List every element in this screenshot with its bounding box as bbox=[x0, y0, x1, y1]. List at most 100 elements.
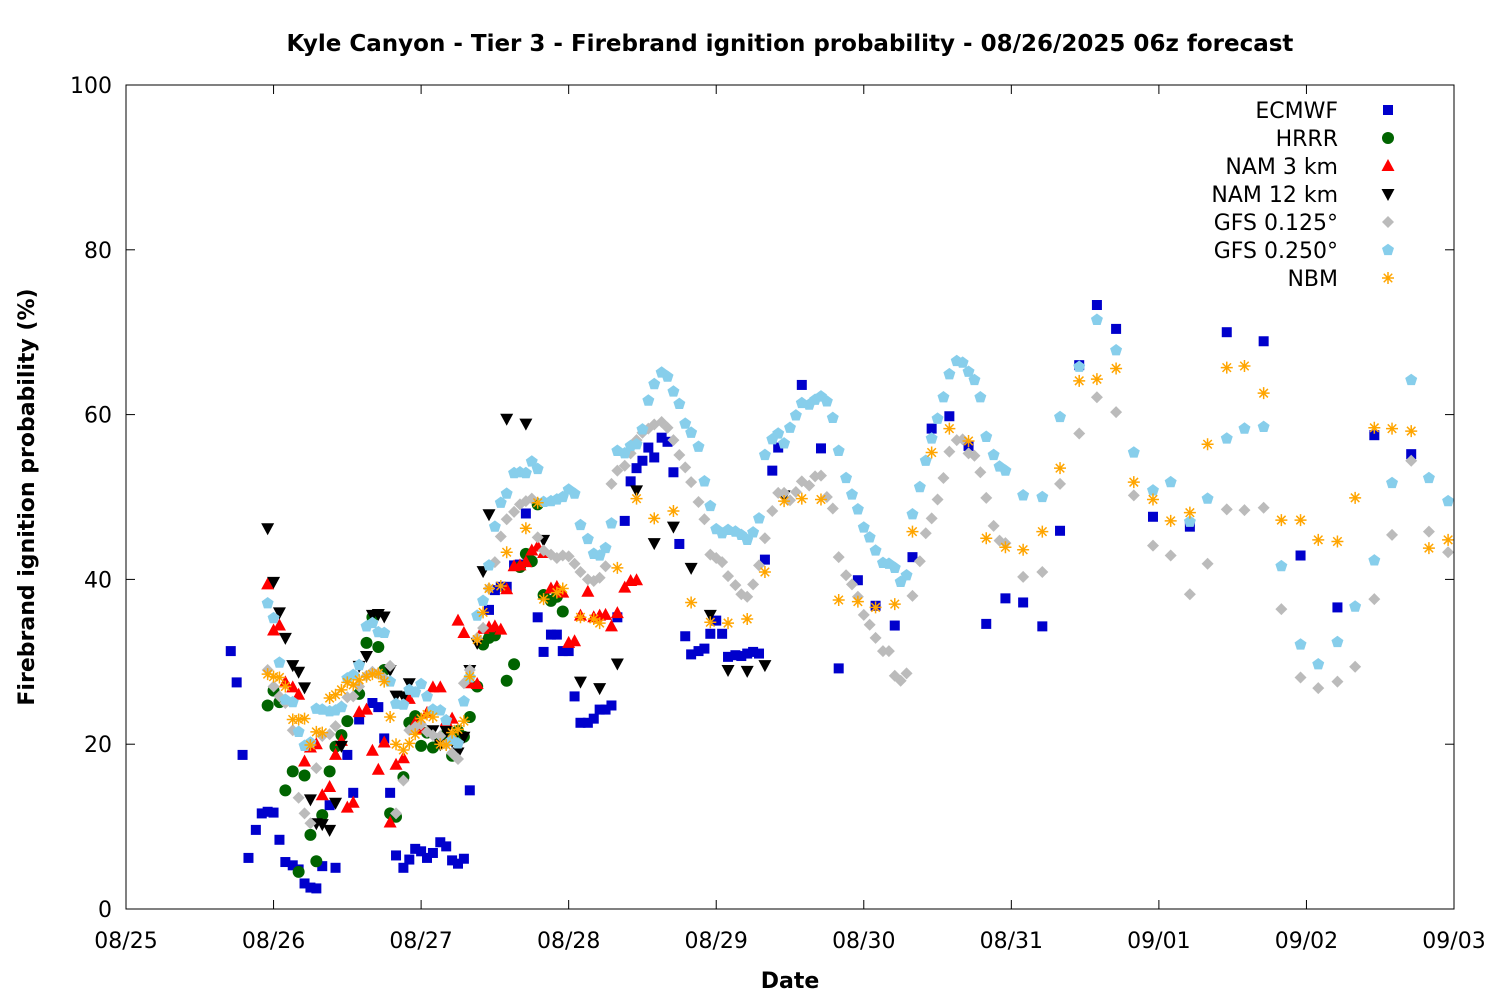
data-point-nbm bbox=[372, 667, 385, 680]
y-tick-label: 0 bbox=[98, 898, 112, 923]
data-point-gfs-0-125 bbox=[1422, 525, 1435, 538]
data-point-ecmwf bbox=[520, 508, 531, 519]
data-point-gfs-0-125 bbox=[397, 774, 410, 787]
data-point-nbm bbox=[556, 582, 569, 595]
data-point-hrrr bbox=[304, 828, 317, 841]
data-point-ecmwf bbox=[852, 575, 863, 586]
data-point-nbm bbox=[390, 738, 403, 751]
data-point-gfs-0-125 bbox=[390, 807, 403, 820]
data-point-gfs-0-250 bbox=[574, 518, 587, 531]
data-point-gfs-0-125 bbox=[832, 551, 845, 564]
data-point-nam-3-km bbox=[365, 743, 379, 756]
data-point-nam-3-km bbox=[630, 573, 644, 586]
data-point-ecmwf bbox=[563, 646, 574, 657]
data-point-nbm bbox=[434, 738, 447, 751]
data-point-gfs-0-125 bbox=[568, 557, 581, 570]
data-point-gfs-0-250 bbox=[869, 544, 882, 556]
data-point-nbm bbox=[1405, 425, 1418, 438]
data-point-nbm bbox=[999, 541, 1012, 554]
data-point-nam-3-km bbox=[371, 762, 385, 775]
data-point-nbm bbox=[1312, 533, 1325, 546]
data-point-nam-3-km bbox=[315, 788, 329, 801]
data-point-nbm bbox=[1220, 361, 1233, 374]
data-point-gfs-0-250 bbox=[832, 444, 845, 456]
data-point-nbm bbox=[943, 422, 956, 435]
data-point-nam-12-km bbox=[315, 819, 329, 832]
x-tick-label: 09/03 bbox=[1422, 929, 1485, 954]
data-point-nam-12-km bbox=[666, 521, 680, 534]
data-point-nam-12-km bbox=[647, 538, 661, 551]
data-point-gfs-0-250 bbox=[605, 517, 618, 529]
data-point-ecmwf bbox=[1091, 300, 1102, 311]
data-point-nbm bbox=[1275, 514, 1288, 527]
data-point-nbm bbox=[1164, 514, 1177, 527]
x-tick-label: 08/31 bbox=[980, 929, 1043, 954]
data-point-nam-3-km bbox=[500, 582, 514, 595]
data-point-gfs-0-125 bbox=[857, 608, 870, 621]
data-point-gfs-0-250 bbox=[851, 503, 864, 515]
data-point-gfs-0-250 bbox=[581, 532, 594, 545]
data-point-gfs-0-250 bbox=[1164, 475, 1177, 488]
data-point-nbm bbox=[471, 633, 484, 646]
data-point-ecmwf bbox=[1332, 602, 1343, 613]
axes: 08/25 08/26 08/27 08/28 08/29 08/30 08/31 09/01… bbox=[70, 74, 1486, 954]
data-point-gfs-0-250 bbox=[685, 426, 698, 438]
data-point-gfs-0-125 bbox=[310, 762, 323, 775]
data-point-nam-12-km bbox=[630, 485, 644, 498]
x-tick-label: 08/29 bbox=[685, 929, 748, 954]
data-point-nbm bbox=[1386, 422, 1399, 435]
data-point-nam-3-km bbox=[433, 680, 447, 693]
data-point-gfs-0-250 bbox=[648, 377, 661, 390]
data-point-nam-12-km bbox=[573, 676, 587, 689]
data-point-gfs-0-125 bbox=[434, 729, 447, 742]
data-point-gfs-0-125 bbox=[1036, 565, 1049, 578]
data-point-ecmwf bbox=[342, 749, 353, 760]
data-point-gfs-0-250 bbox=[1238, 422, 1251, 434]
data-point-nbm bbox=[360, 670, 373, 683]
data-point-gfs-0-125 bbox=[913, 555, 926, 568]
data-point-ecmwf bbox=[256, 808, 267, 819]
data-point-ecmwf bbox=[717, 628, 728, 639]
data-point-gfs-0-125 bbox=[1127, 489, 1140, 502]
legend-marker-gfs-0-250 bbox=[1382, 243, 1394, 256]
data-point-gfs-0-125 bbox=[1405, 454, 1418, 467]
data-point-ecmwf bbox=[723, 651, 734, 662]
legend-label-nbm: NBM bbox=[1287, 267, 1338, 292]
legend-label-nam-12-km: NAM 12 km bbox=[1211, 183, 1338, 208]
data-point-gfs-0-125 bbox=[919, 527, 932, 540]
data-point-gfs-0-250 bbox=[286, 695, 299, 708]
data-point-nam-12-km bbox=[272, 607, 286, 620]
data-point-nam-3-km bbox=[286, 680, 300, 693]
data-point-gfs-0-125 bbox=[1442, 546, 1455, 559]
data-point-nam-12-km bbox=[610, 658, 624, 671]
data-point-nam-3-km bbox=[298, 754, 312, 767]
data-point-ecmwf bbox=[373, 702, 384, 713]
data-point-nam-12-km bbox=[721, 665, 735, 678]
data-point-gfs-0-125 bbox=[1110, 406, 1123, 419]
data-point-nbm bbox=[347, 678, 360, 691]
legend-marker-nam-12-km bbox=[1381, 189, 1395, 201]
data-point-ecmwf bbox=[1055, 525, 1066, 536]
data-point-gfs-0-250 bbox=[1036, 490, 1049, 503]
data-point-nbm bbox=[537, 593, 550, 606]
data-point-gfs-0-125 bbox=[384, 659, 397, 672]
data-point-ecmwf bbox=[1037, 621, 1048, 632]
data-point-ecmwf bbox=[317, 861, 328, 872]
data-point-ecmwf bbox=[410, 843, 421, 854]
data-point-nbm bbox=[1017, 543, 1030, 556]
data-point-nam-3-km bbox=[272, 618, 286, 631]
data-point-gfs-0-250 bbox=[531, 462, 544, 475]
data-point-nbm bbox=[452, 723, 464, 736]
data-point-ecmwf bbox=[311, 883, 322, 894]
data-point-gfs-0-125 bbox=[618, 459, 631, 472]
data-point-nam-12-km bbox=[519, 418, 533, 431]
data-point-ecmwf bbox=[354, 714, 365, 725]
data-point-gfs-0-125 bbox=[1073, 427, 1086, 440]
data-point-ecmwf bbox=[385, 787, 396, 798]
data-point-nbm bbox=[869, 601, 882, 614]
data-point-hrrr bbox=[323, 765, 336, 778]
data-point-nbm bbox=[378, 675, 391, 688]
data-point-hrrr bbox=[298, 769, 311, 782]
data-point-gfs-0-125 bbox=[980, 491, 993, 504]
data-point-nbm bbox=[519, 522, 532, 535]
